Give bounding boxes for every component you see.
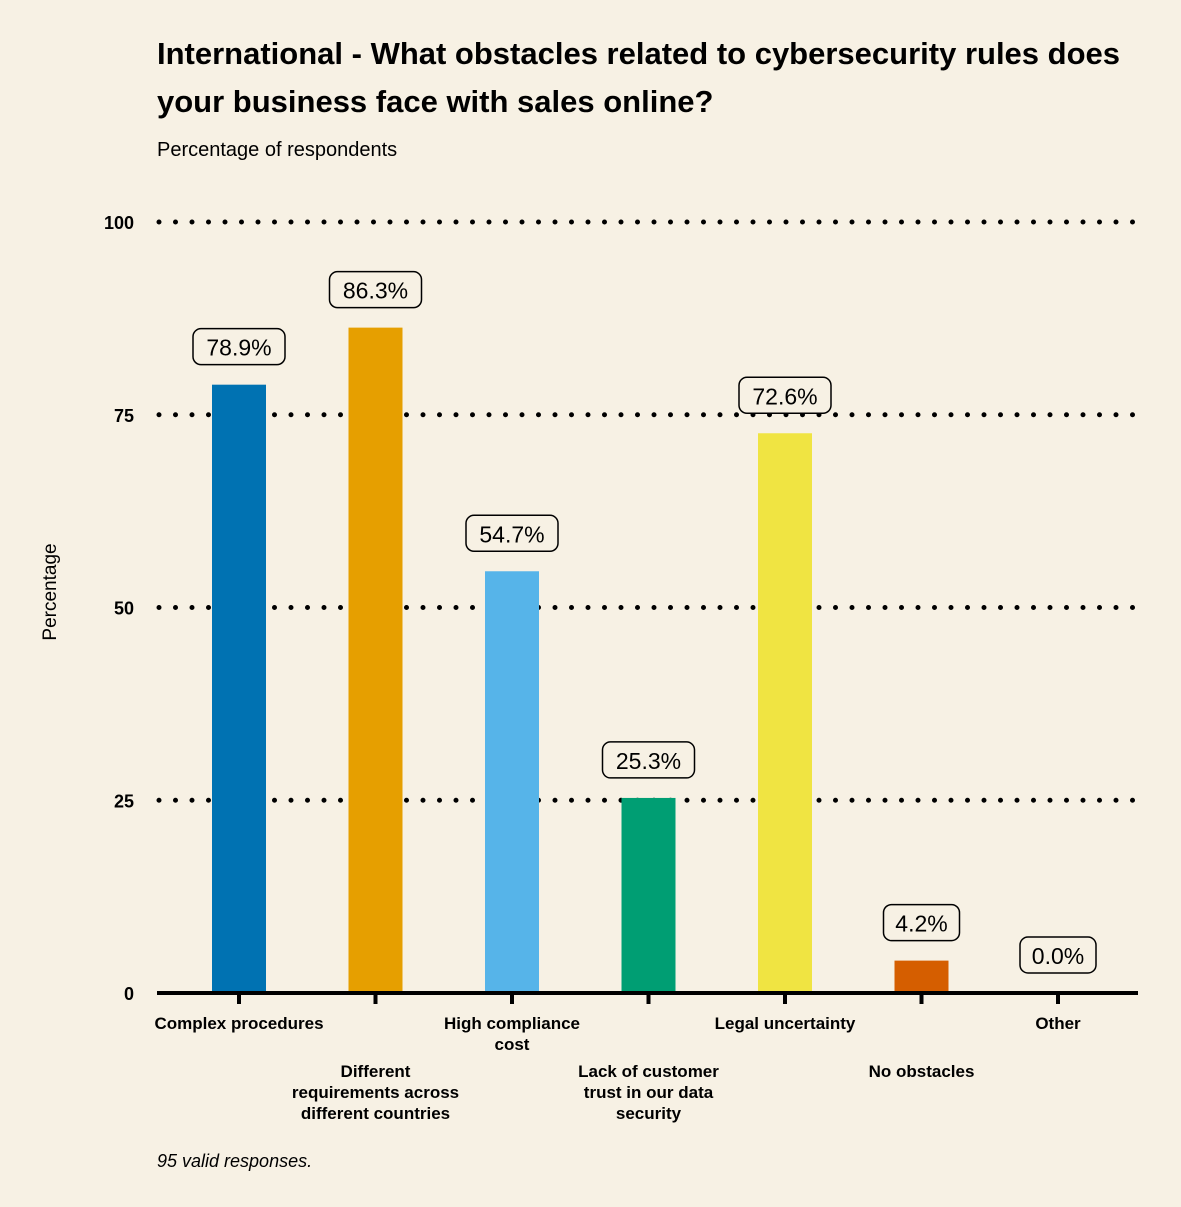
y-tick-labels: 0 25 50 75 100	[104, 213, 134, 1004]
data-label-box	[1019, 936, 1097, 974]
bars	[212, 327, 949, 993]
y-axis-label: Percentage	[40, 543, 61, 640]
y-tick-label: 50	[114, 599, 134, 619]
bar	[485, 571, 539, 993]
data-label-text: 0.0%	[1032, 943, 1084, 969]
data-label: 0.0%	[1019, 936, 1097, 974]
x-tick-labels: Complex procedures Different requirements …	[154, 1014, 1081, 1123]
x-tick-label: High compliance cost	[444, 1014, 580, 1054]
data-label: 54.7%	[465, 514, 559, 553]
x-tick-label: Legal uncertainty	[715, 1014, 856, 1033]
x-tick-label: Other	[1035, 1014, 1081, 1033]
data-label: 4.2%	[882, 903, 961, 942]
data-label-box	[465, 514, 559, 553]
data-label: 72.6%	[738, 376, 832, 415]
x-tick-label: Different requirements across different co…	[292, 1062, 459, 1123]
chart-subtitle: Percentage of respondents	[157, 139, 398, 161]
data-label-text: 54.7%	[479, 521, 544, 547]
y-tick-label: 75	[114, 406, 134, 426]
x-tick-label: Lack of customer trust in our data securit…	[578, 1062, 719, 1123]
y-tick-label: 0	[124, 984, 134, 1004]
data-label-text: 25.3%	[616, 748, 681, 774]
x-axis-ticks	[237, 993, 1060, 1004]
data-label-text: 4.2%	[895, 911, 947, 937]
data-label-box	[601, 741, 696, 779]
chart-title: International - What obstacles related t…	[157, 36, 1120, 119]
bar	[758, 433, 812, 993]
y-tick-label: 100	[104, 213, 134, 233]
footnote: 95 valid responses.	[157, 1151, 313, 1171]
bar	[348, 327, 403, 993]
data-label-box	[882, 903, 961, 942]
bar	[212, 384, 266, 993]
data-label-text: 72.6%	[752, 383, 817, 409]
bar	[894, 960, 949, 993]
x-tick-label: No obstacles	[869, 1062, 975, 1081]
data-label-box	[328, 270, 423, 309]
data-label-box	[738, 376, 832, 415]
data-label: 86.3%	[328, 270, 423, 309]
bar	[621, 797, 676, 993]
gridlines	[156, 219, 1141, 803]
data-labels: 78.9% 86.3% 54.7% 25.3% 72.6% 4.2% 0.0%	[192, 270, 1097, 974]
data-label-text: 86.3%	[343, 278, 408, 304]
data-label: 78.9%	[192, 327, 286, 366]
data-label-box	[192, 327, 286, 366]
y-tick-label: 25	[114, 791, 134, 811]
x-tick-label: Complex procedures	[154, 1014, 323, 1033]
data-label-text: 78.9%	[206, 335, 271, 361]
data-label: 25.3%	[601, 741, 696, 779]
